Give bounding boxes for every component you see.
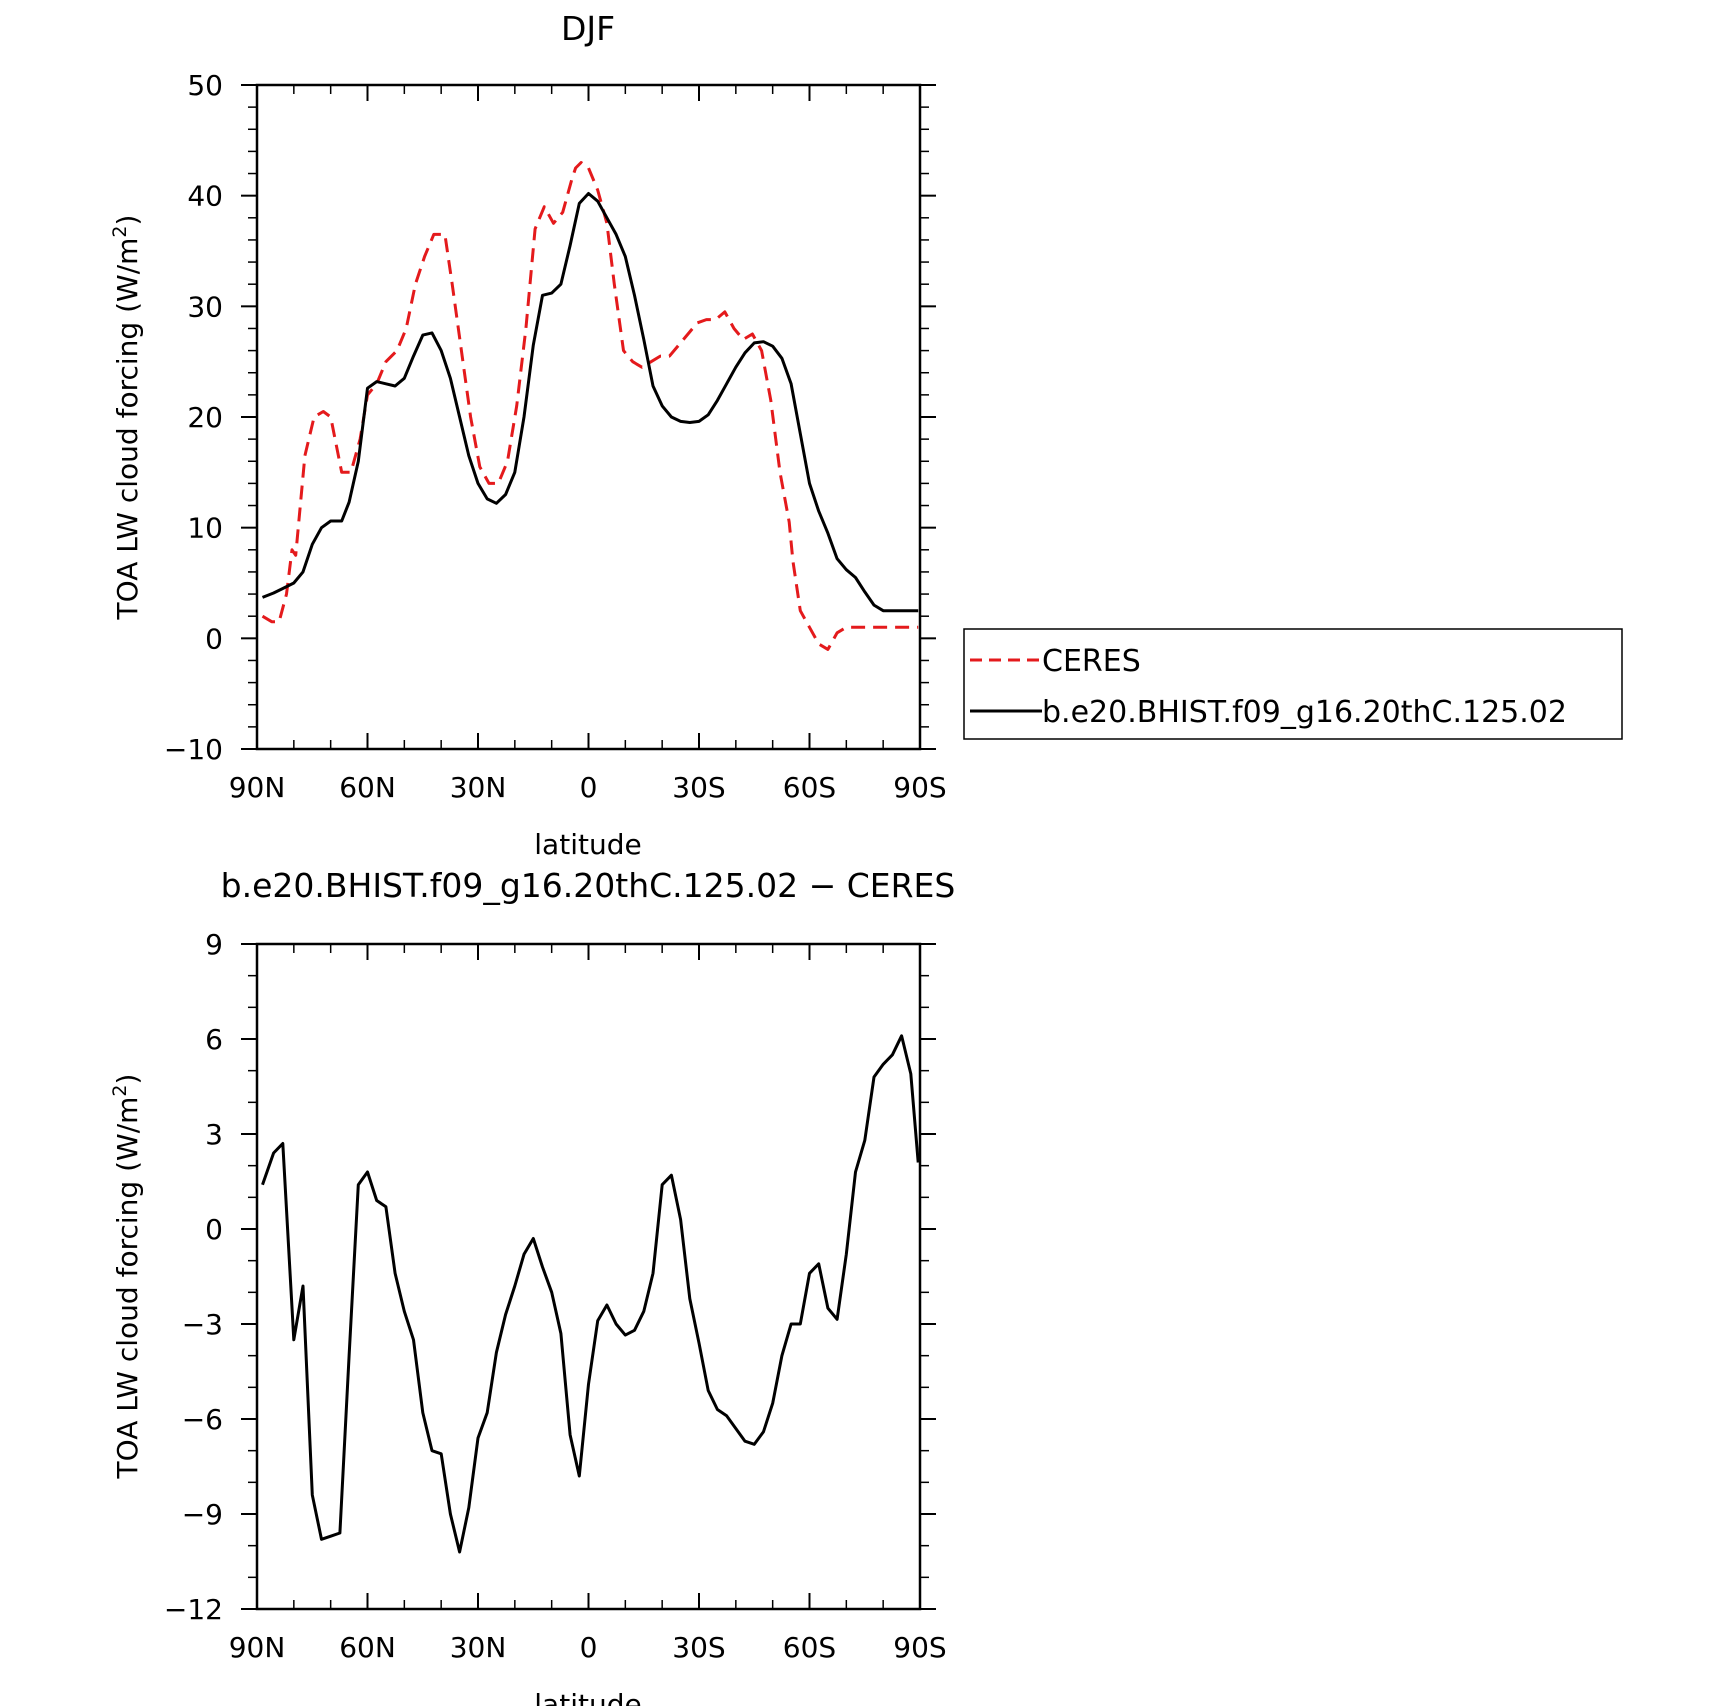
legend: CERES b.e20.BHIST.f09_g16.20thC.125.02 <box>963 628 1623 740</box>
top-x-tick-label: 90S <box>893 771 946 804</box>
bottom-y-tick-label: 0 <box>205 1213 223 1246</box>
bottom-x-tick-label: 0 <box>580 1631 598 1664</box>
top-x-tick-label: 30N <box>450 771 507 804</box>
bottom-series-line-model <box>261 1034 920 1554</box>
top-plot-frame <box>255 83 922 751</box>
bottom-x-tick-label: 90N <box>229 1631 286 1664</box>
top-y-axis-label-sup: 2 <box>109 226 131 238</box>
bottom-x-tick-label: 30N <box>450 1631 507 1664</box>
top-panel: DJF 90N 60N 30N 0 30S 60S 90S −10 0 10 20 30 40 50 la… <box>109 9 1623 861</box>
bottom-plot-area: 90N 60N 30N 0 30S 60S 90S −12 −9 −6 −3 0 3 6 9 <box>164 928 947 1664</box>
bottom-x-tick-label: 90S <box>893 1631 946 1664</box>
bottom-plot-frame <box>255 942 922 1611</box>
top-y-tick-label: −10 <box>164 733 223 766</box>
top-y-tick-label: 30 <box>187 290 223 323</box>
top-x-tick-label: 60N <box>339 771 396 804</box>
bottom-x-tick-label: 60S <box>783 1631 836 1664</box>
bottom-y-tick-label: −9 <box>182 1498 223 1531</box>
top-y-axis-label-close: ) <box>111 215 144 226</box>
top-y-tick-label: 40 <box>187 180 223 213</box>
legend-label-model: b.e20.BHIST.f09_g16.20thC.125.02 <box>1042 695 1567 730</box>
top-y-tick-label: 0 <box>205 622 223 655</box>
legend-frame <box>963 628 1623 740</box>
top-x-tick-label: 30S <box>672 771 725 804</box>
bottom-x-tick-label: 30S <box>672 1631 725 1664</box>
top-x-tick-label: 90N <box>229 771 286 804</box>
bottom-y-axis-label-close: ) <box>111 1074 144 1085</box>
top-y-axis-label-main: TOA LW cloud forcing (W/m <box>111 238 144 621</box>
top-series-line-model <box>261 192 919 613</box>
top-x-tick-label: 60S <box>783 771 836 804</box>
top-plot-area: 90N 60N 30N 0 30S 60S 90S −10 0 10 20 30 40 50 <box>164 69 947 804</box>
legend-label-ceres: CERES <box>1042 644 1141 679</box>
top-y-tick-label: 10 <box>187 512 223 545</box>
bottom-y-axis-label-sup: 2 <box>109 1085 131 1097</box>
top-y-axis-label: TOA LW cloud forcing (W/m2) <box>109 215 144 621</box>
bottom-x-tick-label: 60N <box>339 1631 396 1664</box>
top-series-line-ceres <box>261 161 919 651</box>
top-chart-title: DJF <box>561 9 615 48</box>
top-x-tick-label: 0 <box>580 771 598 804</box>
bottom-panel: b.e20.BHIST.f09_g16.20thC.125.02 − CERES… <box>109 866 955 1706</box>
bottom-y-tick-label: −6 <box>182 1403 223 1436</box>
bottom-y-axis-label-main: TOA LW cloud forcing (W/m <box>111 1097 144 1480</box>
bottom-y-tick-label: 6 <box>205 1023 223 1056</box>
top-x-axis-label: latitude <box>534 828 641 861</box>
bottom-y-tick-label: 3 <box>205 1118 223 1151</box>
bottom-y-tick-label: −12 <box>164 1593 223 1626</box>
bottom-y-axis-label: TOA LW cloud forcing (W/m2) <box>109 1074 144 1480</box>
top-y-tick-label: 50 <box>187 69 223 102</box>
bottom-chart-title: b.e20.BHIST.f09_g16.20thC.125.02 − CERES <box>221 866 956 905</box>
bottom-x-axis-label: latitude <box>534 1688 641 1706</box>
top-y-tick-label: 20 <box>187 401 223 434</box>
bottom-y-tick-label: −3 <box>182 1308 223 1341</box>
bottom-y-tick-label: 9 <box>205 928 223 961</box>
